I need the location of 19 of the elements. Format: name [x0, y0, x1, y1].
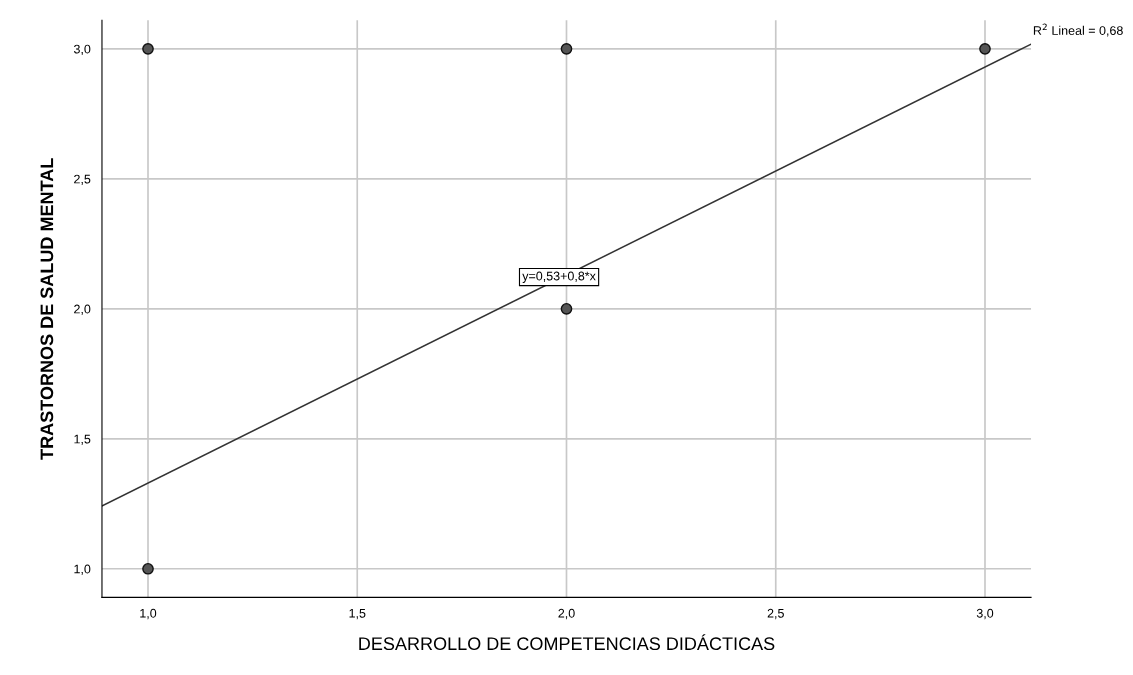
annotation: y=0,53+0,8*x	[522, 271, 596, 283]
y-tick-label: 2,5	[74, 174, 91, 185]
point	[979, 43, 991, 55]
x-tick-label: 2,0	[558, 608, 575, 620]
y-tick-label: 1,5	[74, 434, 91, 445]
y-axis-title: TRASTORNOS DE SALUD MENTAL	[40, 158, 54, 460]
x-tick-label: 3,0	[976, 608, 994, 620]
point	[560, 302, 573, 315]
x-tick-label: 2,5	[767, 608, 784, 620]
point	[560, 43, 573, 55]
x-tick-label: 1,0	[140, 608, 157, 620]
point	[142, 43, 154, 55]
text: R$^{2}$ Lineal = 0,68	[1033, 23, 1123, 37]
y-tick-label: 3,0	[73, 44, 91, 55]
x-tick-label: 1,5	[349, 608, 366, 620]
x-axis-title: DESARROLLO DE COMPETENCIAS DIDÁCTICAS	[359, 634, 775, 651]
point	[142, 562, 154, 575]
y-tick-label: 1,0	[74, 564, 91, 575]
y-tick-label: 2,0	[74, 304, 91, 315]
